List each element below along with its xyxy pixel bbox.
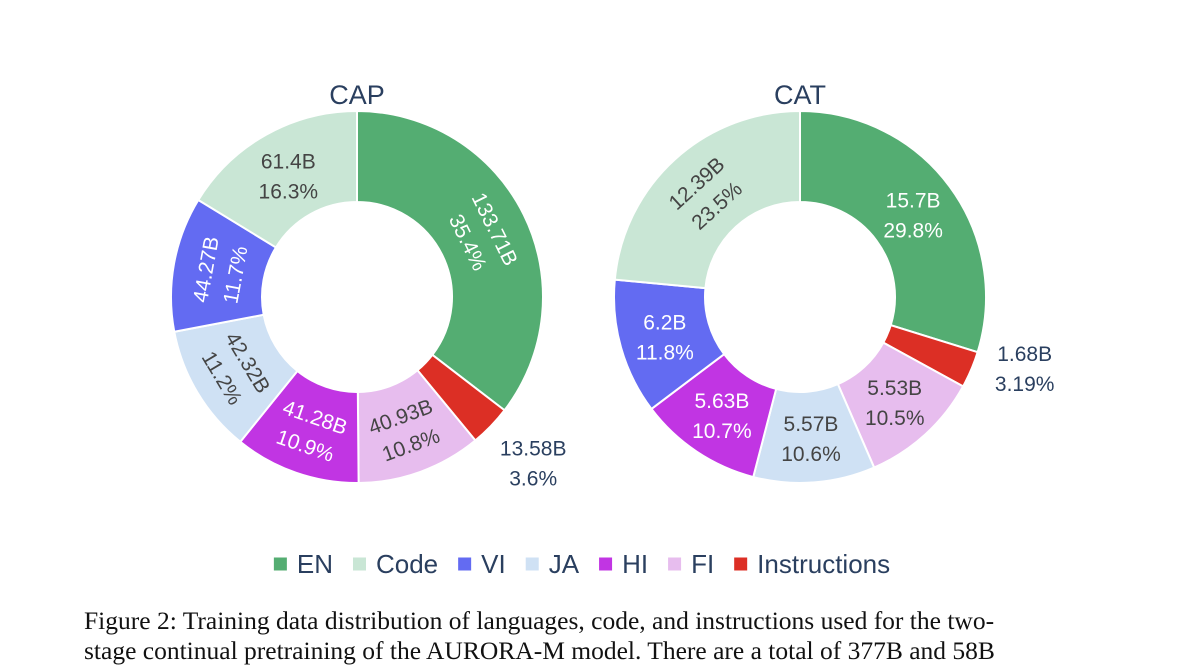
figure-caption: Figure 2: Training data distribution of … — [84, 606, 1144, 666]
slice-value-label: 5.53B — [867, 377, 922, 400]
legend-item-en[interactable]: EN — [273, 549, 333, 579]
slice-label-group: 1.68B 3.19% — [995, 343, 1055, 396]
slice-percent-label: 11.8% — [636, 341, 694, 364]
slice-percent-label: 10.7% — [692, 420, 752, 443]
slice-percent-label: 16.3% — [259, 180, 319, 203]
slice-code — [613, 109, 801, 290]
slice-label-group: 6.2B 11.8% — [636, 311, 694, 364]
slice-label-group: 5.57B 10.6% — [781, 413, 841, 466]
slice-label-group: 5.53B 10.5% — [865, 377, 925, 430]
slice-value-label: 13.58B — [500, 437, 567, 460]
legend-swatch — [458, 557, 472, 571]
slice-label-group: 61.4B 16.3% — [259, 150, 319, 203]
slice-percent-label: 3.6% — [509, 467, 557, 490]
slice-percent-label: 29.8% — [883, 220, 943, 243]
legend-item-vi[interactable]: VI — [458, 549, 506, 579]
slice-value-label: 5.57B — [784, 413, 839, 436]
legend-label: EN — [297, 549, 333, 579]
legend-item-fi[interactable]: FI — [668, 549, 714, 579]
caption-line-2: stage continual pretraining of the AUROR… — [84, 636, 995, 665]
chart-title: CAP — [329, 80, 385, 110]
slice-value-label: 61.4B — [261, 150, 316, 173]
legend-label: Instructions — [757, 549, 890, 579]
donut-cat: CAT 15.7B 29.8% 1.68B 3.19% 5.53B 10.5% 5.57B 10… — [613, 80, 1055, 484]
legend-swatch — [734, 557, 748, 571]
slice-percent-label: 3.19% — [995, 373, 1055, 396]
legend-label: FI — [691, 549, 714, 579]
legend-item-ja[interactable]: JA — [525, 549, 580, 579]
legend-item-instructions[interactable]: Instructions — [734, 549, 890, 579]
slice-value-label: 1.68B — [997, 343, 1052, 366]
legend-label: JA — [549, 549, 580, 579]
caption-line-1: Figure 2: Training data distribution of … — [84, 606, 995, 635]
slice-value-label: 6.2B — [643, 311, 686, 334]
slice-value-label: 5.63B — [694, 390, 749, 413]
slice-en — [799, 109, 987, 354]
donut-cap: CAP133.71B35.4%13.58B3.6%40.93B10.8%41.2… — [170, 80, 567, 490]
slice-label-group: 5.63B 10.7% — [692, 390, 752, 443]
legend-label: VI — [481, 549, 506, 579]
legend-label: HI — [622, 549, 648, 579]
slice-value-label: 15.7B — [886, 190, 941, 213]
legend-swatch — [525, 557, 539, 571]
slice-percent-label: 10.5% — [865, 407, 925, 430]
legend-swatch — [273, 557, 287, 571]
legend-swatch — [352, 557, 366, 571]
legend-item-hi[interactable]: HI — [599, 549, 648, 579]
slice-en — [356, 109, 544, 412]
slice-code — [196, 109, 358, 249]
legend-swatch — [599, 557, 613, 571]
slice-label-group: 15.7B 29.8% — [883, 190, 943, 243]
slice-percent-label: 10.6% — [781, 443, 841, 466]
chart-title: CAT — [774, 80, 826, 110]
slice-label-group: 13.58B 3.6% — [500, 437, 567, 490]
legend: EN Code VI JA HI FI Instructions — [273, 549, 890, 579]
legend-swatch — [668, 557, 682, 571]
legend-label: Code — [376, 549, 438, 579]
legend-item-code[interactable]: Code — [352, 549, 438, 579]
